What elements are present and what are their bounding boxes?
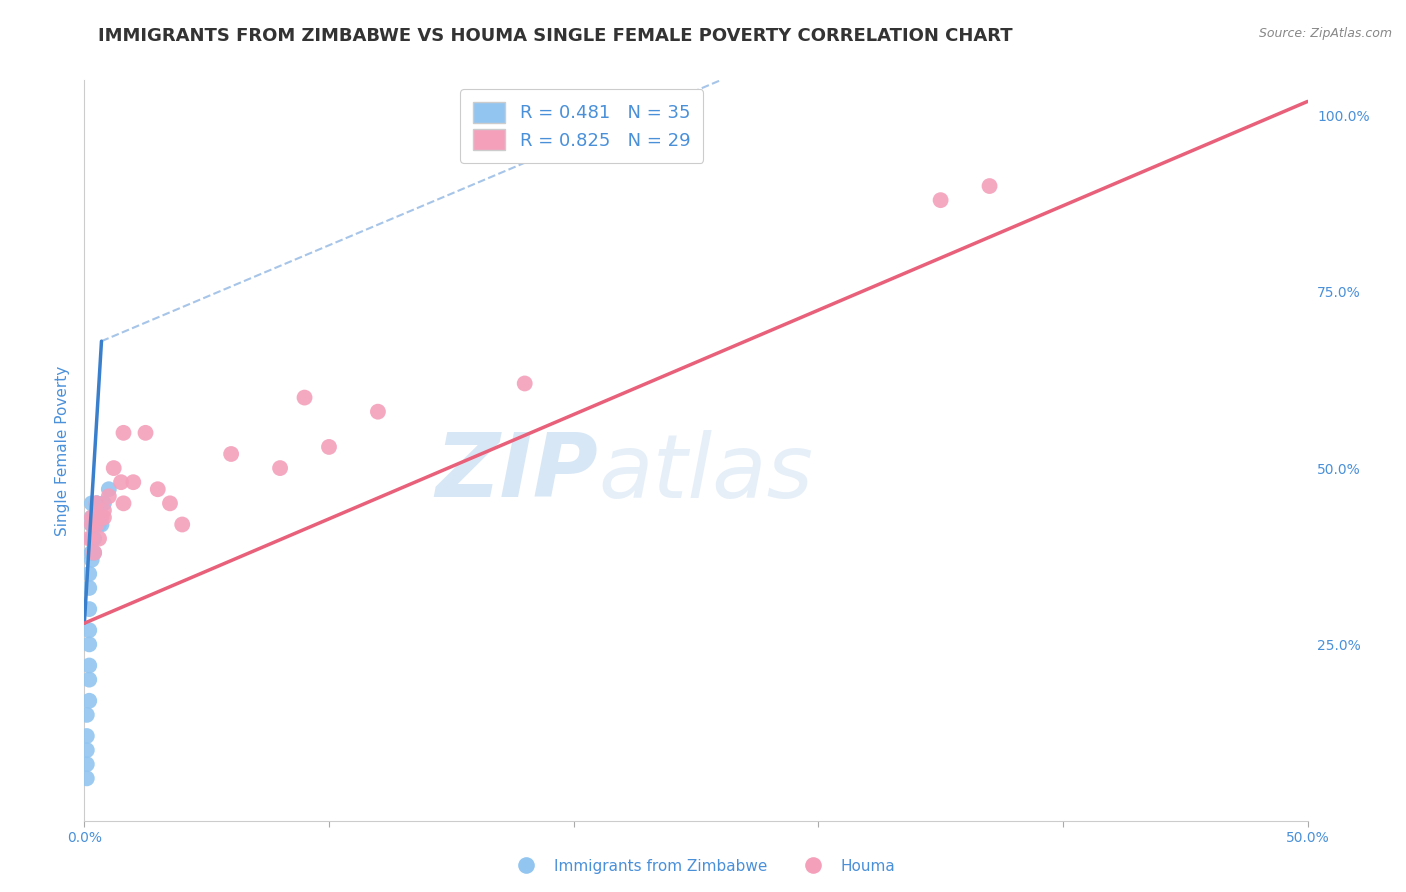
Point bbox=[83, 546, 105, 560]
Point bbox=[80, 510, 103, 524]
Point bbox=[83, 510, 105, 524]
Text: Source: ZipAtlas.com: Source: ZipAtlas.com bbox=[1258, 27, 1392, 40]
Point bbox=[77, 532, 100, 546]
Point bbox=[76, 707, 98, 722]
Point bbox=[77, 581, 100, 595]
Point bbox=[103, 461, 125, 475]
Point bbox=[90, 510, 112, 524]
Point bbox=[93, 510, 115, 524]
Point bbox=[90, 517, 112, 532]
Text: atlas: atlas bbox=[598, 430, 813, 516]
Point bbox=[80, 546, 103, 560]
Point bbox=[80, 546, 103, 560]
Point bbox=[86, 510, 108, 524]
Point bbox=[77, 566, 100, 581]
Point bbox=[80, 517, 103, 532]
Point bbox=[97, 482, 120, 496]
Point bbox=[159, 496, 181, 510]
Point bbox=[76, 757, 98, 772]
Point bbox=[513, 376, 536, 391]
Point bbox=[294, 391, 316, 405]
Point bbox=[110, 475, 132, 490]
Point bbox=[83, 532, 105, 546]
Point bbox=[929, 193, 952, 207]
Point bbox=[87, 517, 110, 532]
Point bbox=[77, 602, 100, 616]
Point bbox=[112, 496, 135, 510]
Legend: Immigrants from Zimbabwe, Houma: Immigrants from Zimbabwe, Houma bbox=[505, 853, 901, 880]
Point bbox=[318, 440, 340, 454]
Point bbox=[83, 510, 105, 524]
Point bbox=[87, 532, 110, 546]
Point bbox=[76, 729, 98, 743]
Point bbox=[86, 496, 108, 510]
Text: ZIP: ZIP bbox=[436, 429, 598, 516]
Point bbox=[219, 447, 242, 461]
Point bbox=[86, 496, 108, 510]
Point bbox=[86, 517, 108, 532]
Point bbox=[122, 475, 145, 490]
Point bbox=[77, 624, 100, 638]
Point bbox=[269, 461, 291, 475]
Legend: R = 0.481   N = 35, R = 0.825   N = 29: R = 0.481 N = 35, R = 0.825 N = 29 bbox=[460, 89, 703, 162]
Text: IMMIGRANTS FROM ZIMBABWE VS HOUMA SINGLE FEMALE POVERTY CORRELATION CHART: IMMIGRANTS FROM ZIMBABWE VS HOUMA SINGLE… bbox=[98, 27, 1014, 45]
Point bbox=[86, 496, 108, 510]
Point bbox=[172, 517, 194, 532]
Point bbox=[87, 510, 110, 524]
Point bbox=[76, 772, 98, 786]
Point bbox=[86, 517, 108, 532]
Point bbox=[80, 517, 103, 532]
Point bbox=[93, 496, 115, 510]
Point bbox=[80, 553, 103, 567]
Point bbox=[367, 405, 389, 419]
Point bbox=[146, 482, 169, 496]
Point bbox=[83, 546, 105, 560]
Y-axis label: Single Female Poverty: Single Female Poverty bbox=[55, 366, 70, 535]
Point bbox=[112, 425, 135, 440]
Point bbox=[80, 510, 103, 524]
Point bbox=[87, 503, 110, 517]
Point bbox=[77, 673, 100, 687]
Point bbox=[77, 658, 100, 673]
Point bbox=[77, 694, 100, 708]
Point bbox=[77, 637, 100, 651]
Point bbox=[80, 532, 103, 546]
Point bbox=[979, 179, 1001, 194]
Point bbox=[76, 743, 98, 757]
Point bbox=[80, 496, 103, 510]
Point bbox=[83, 510, 105, 524]
Point bbox=[135, 425, 157, 440]
Point bbox=[80, 532, 103, 546]
Point bbox=[97, 489, 120, 503]
Point bbox=[93, 503, 115, 517]
